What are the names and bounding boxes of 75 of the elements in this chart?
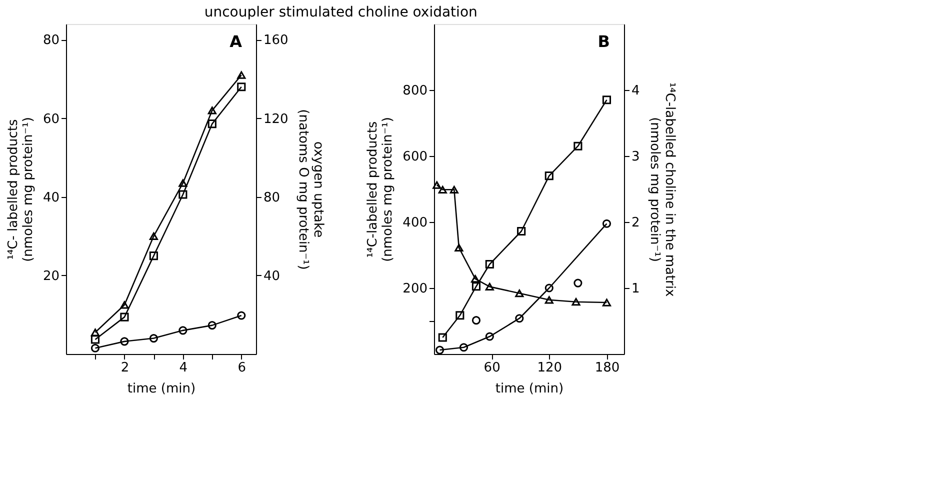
text: uncoupler stimulated choline oxidation bbox=[204, 4, 478, 20]
x-tick-label: 4 bbox=[179, 360, 188, 376]
annotation: B bbox=[598, 32, 610, 51]
x-tick-label: 180 bbox=[594, 360, 620, 376]
point bbox=[450, 186, 458, 194]
point bbox=[515, 289, 524, 298]
point bbox=[470, 274, 480, 283]
point bbox=[602, 298, 612, 306]
point bbox=[572, 298, 580, 306]
x-tick-label: 6 bbox=[238, 360, 246, 376]
point bbox=[574, 278, 582, 288]
y-tick-label: 80 bbox=[42, 33, 60, 48]
y2-tick-label: 2 bbox=[632, 216, 640, 230]
point bbox=[574, 142, 582, 150]
point bbox=[438, 333, 447, 342]
point bbox=[438, 186, 447, 194]
y2-tick-label: 80 bbox=[264, 190, 280, 206]
y2-axis-title: oxygen uptake (natoms O mg protein⁻¹) bbox=[295, 109, 326, 270]
point bbox=[178, 190, 188, 199]
point bbox=[208, 106, 216, 114]
point bbox=[544, 284, 554, 292]
point bbox=[472, 282, 481, 291]
y2-axis-title: ¹⁴C-labelled choline in the matrix (nmoles mg protein⁻¹) bbox=[646, 82, 677, 297]
x-tick-label: 120 bbox=[537, 360, 562, 376]
point bbox=[472, 316, 481, 325]
y2-tick-label: 40 bbox=[264, 268, 280, 284]
y2-tick-label: 1 bbox=[632, 282, 640, 296]
y-tick-label: 60 bbox=[42, 112, 60, 127]
point bbox=[120, 337, 129, 346]
point bbox=[90, 344, 100, 352]
y2-tick-label: 4 bbox=[632, 84, 640, 98]
point bbox=[237, 82, 246, 92]
point bbox=[544, 296, 554, 304]
point bbox=[456, 311, 464, 320]
x-axis-title: time (min) bbox=[495, 382, 564, 396]
point bbox=[515, 314, 524, 323]
y2-tick-label: 160 bbox=[264, 33, 288, 48]
y-axis-title: ¹⁴C- labelled products (nmoles mg protein⁻¹) bbox=[6, 117, 36, 262]
point bbox=[435, 346, 444, 354]
point bbox=[544, 172, 554, 180]
point bbox=[149, 334, 158, 343]
point bbox=[178, 179, 188, 187]
point bbox=[454, 244, 464, 252]
y2-tick-label: 120 bbox=[264, 112, 288, 127]
y-tick-label: 40 bbox=[42, 190, 60, 206]
point bbox=[485, 282, 494, 290]
point bbox=[432, 181, 442, 189]
point bbox=[485, 332, 494, 341]
point bbox=[237, 311, 246, 320]
point bbox=[602, 219, 612, 228]
y-tick-label: 800 bbox=[402, 84, 428, 98]
point bbox=[149, 232, 158, 240]
point bbox=[178, 326, 188, 335]
x-tick-label: 60 bbox=[484, 360, 500, 376]
point bbox=[120, 301, 129, 309]
y-axis-title: ¹⁴C-labelled products (nmoles mg protein⁻¹) bbox=[366, 117, 396, 262]
point bbox=[485, 260, 494, 269]
point bbox=[517, 226, 526, 236]
point bbox=[149, 252, 158, 260]
y2-tick-label: 3 bbox=[632, 150, 640, 164]
y-tick-label: 400 bbox=[402, 216, 428, 230]
annotation: A bbox=[230, 32, 243, 51]
x-axis-title: time (min) bbox=[127, 382, 196, 396]
point bbox=[459, 343, 468, 352]
point bbox=[602, 96, 612, 104]
point bbox=[90, 328, 100, 336]
point bbox=[208, 321, 216, 330]
y-tick-label: 20 bbox=[42, 268, 60, 284]
point bbox=[90, 335, 100, 344]
y-tick-label: 600 bbox=[402, 150, 428, 164]
point bbox=[208, 120, 216, 128]
point bbox=[237, 71, 246, 79]
y-tick-label: 200 bbox=[402, 282, 428, 296]
point bbox=[120, 312, 129, 322]
x-tick-label: 2 bbox=[120, 360, 130, 376]
